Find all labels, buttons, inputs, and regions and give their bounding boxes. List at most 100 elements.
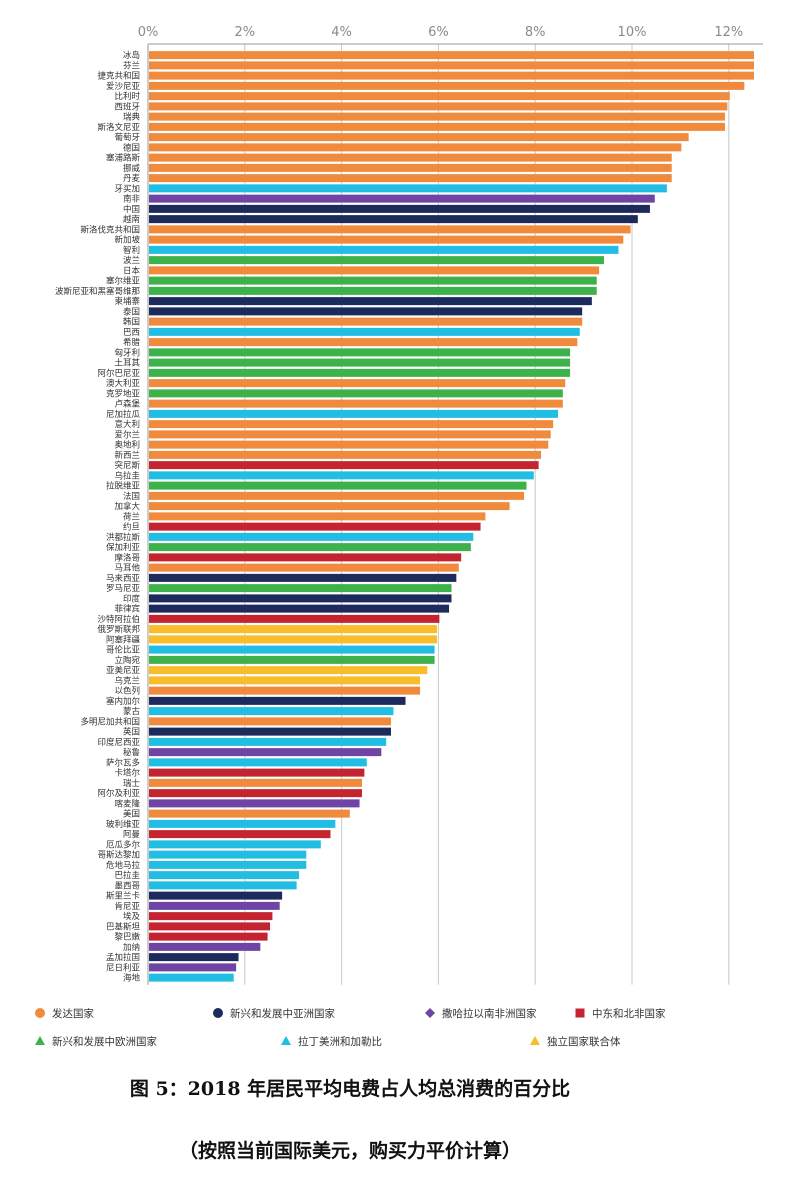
bar xyxy=(149,891,283,900)
category-label: 萨尔瓦多 xyxy=(106,757,141,768)
bar xyxy=(149,830,331,839)
category-label: 匈牙利 xyxy=(114,347,140,358)
bar xyxy=(149,819,336,828)
figure-subtitle: （按照当前国际美元，购买力平价计算） xyxy=(178,1140,521,1162)
category-label: 哥伦比亚 xyxy=(106,645,141,656)
bar xyxy=(149,594,452,603)
bar xyxy=(149,297,592,306)
category-label: 阿尔及利亚 xyxy=(97,788,140,799)
category-label: 日本 xyxy=(123,265,141,276)
bar xyxy=(149,696,406,705)
category-label: 巴基斯坦 xyxy=(106,921,141,932)
category-label: 约旦 xyxy=(123,522,140,533)
bar xyxy=(149,635,437,644)
legend-label: 新兴和发展中亚洲国家 xyxy=(230,1007,335,1020)
bar xyxy=(149,778,362,787)
bar xyxy=(149,625,437,634)
category-label: 比利时 xyxy=(114,91,140,102)
bar xyxy=(149,871,300,880)
bar xyxy=(149,420,554,429)
category-label: 黎巴嫩 xyxy=(114,932,140,943)
category-label: 英国 xyxy=(123,727,140,738)
x-axis-ticks: 0% 2% 4% 6% 8% 10% 12% xyxy=(138,25,744,40)
category-label: 荷兰 xyxy=(123,511,140,522)
category-label: 墨西哥 xyxy=(114,881,140,891)
category-label: 塞浦路斯 xyxy=(106,153,141,164)
category-label: 南非 xyxy=(123,194,141,205)
category-label: 沙特阿拉伯 xyxy=(97,614,140,625)
bar xyxy=(149,942,261,951)
bar xyxy=(149,973,234,982)
category-label: 保加利亚 xyxy=(106,542,141,553)
category-label: 阿尔巴尼亚 xyxy=(97,368,140,379)
category-label: 厄瓜多尔 xyxy=(106,839,141,850)
category-label: 奥地利 xyxy=(114,440,140,451)
category-label: 蒙古 xyxy=(123,706,141,717)
category-label: 尼日利亚 xyxy=(106,962,141,973)
bar xyxy=(149,717,391,726)
category-label: 智利 xyxy=(123,245,140,256)
bar xyxy=(149,573,457,582)
bar xyxy=(149,348,571,357)
bar xyxy=(149,850,307,859)
bar xyxy=(149,450,542,459)
category-label: 埃及 xyxy=(123,911,141,922)
category-label: 西班牙 xyxy=(114,101,140,112)
bar xyxy=(149,327,580,336)
bar xyxy=(149,676,421,685)
category-label: 新加坡 xyxy=(114,235,140,246)
bar xyxy=(149,666,428,675)
category-label: 哥斯达黎加 xyxy=(97,850,140,861)
bar xyxy=(149,789,362,798)
category-label: 危地马拉 xyxy=(106,860,141,871)
bar xyxy=(149,194,655,203)
category-label: 美国 xyxy=(123,809,140,820)
bar xyxy=(149,399,563,408)
category-label: 以色列 xyxy=(114,686,140,697)
bar xyxy=(149,389,563,398)
bar xyxy=(149,235,624,244)
category-label: 多明尼加共和国 xyxy=(80,716,140,727)
category-label: 捷克共和国 xyxy=(97,71,140,82)
bar xyxy=(149,737,387,746)
legend-marker-triangle xyxy=(281,1036,291,1045)
legend-label: 拉丁美洲和加勒比 xyxy=(298,1035,382,1048)
category-label: 尼加拉瓜 xyxy=(106,409,141,420)
bar xyxy=(149,912,273,921)
bar xyxy=(149,522,481,531)
category-label: 泰国 xyxy=(123,306,140,317)
bar xyxy=(149,184,667,193)
bar xyxy=(149,614,440,623)
bar xyxy=(149,317,583,326)
bar xyxy=(149,748,382,757)
bar xyxy=(149,768,365,777)
category-label: 阿曼 xyxy=(123,830,141,840)
legend-marker-diamond xyxy=(425,1008,435,1018)
bar xyxy=(149,368,571,377)
category-label: 立陶宛 xyxy=(114,655,140,666)
category-label: 加拿大 xyxy=(114,501,140,512)
bar xyxy=(149,61,754,70)
bar xyxy=(149,215,638,224)
bar xyxy=(149,51,754,60)
category-label: 亚美尼亚 xyxy=(106,665,141,676)
bar xyxy=(149,901,280,910)
category-label: 瑞士 xyxy=(123,778,141,789)
bar xyxy=(149,707,394,716)
bar xyxy=(149,81,745,90)
category-label: 希腊 xyxy=(123,337,141,348)
category-label: 加纳 xyxy=(123,942,140,953)
bar xyxy=(149,543,471,552)
category-label: 阿塞拜疆 xyxy=(106,634,141,645)
bar xyxy=(149,256,604,265)
category-label: 罗马尼亚 xyxy=(106,584,141,594)
bar xyxy=(149,860,307,869)
bar xyxy=(149,71,754,80)
bar-chart: 0% 2% 4% 6% 8% 10% 12% 冰岛芬兰捷克共和国爱沙尼亚比利时西班牙瑞典斯洛… xyxy=(35,25,763,1048)
bar xyxy=(149,102,728,111)
category-label: 斯洛文尼亚 xyxy=(97,122,140,133)
legend-marker-triangle xyxy=(530,1036,540,1045)
category-label: 波兰 xyxy=(123,255,140,266)
x-tick-label: 2% xyxy=(234,25,255,40)
category-label: 斯里兰卡 xyxy=(106,891,141,902)
